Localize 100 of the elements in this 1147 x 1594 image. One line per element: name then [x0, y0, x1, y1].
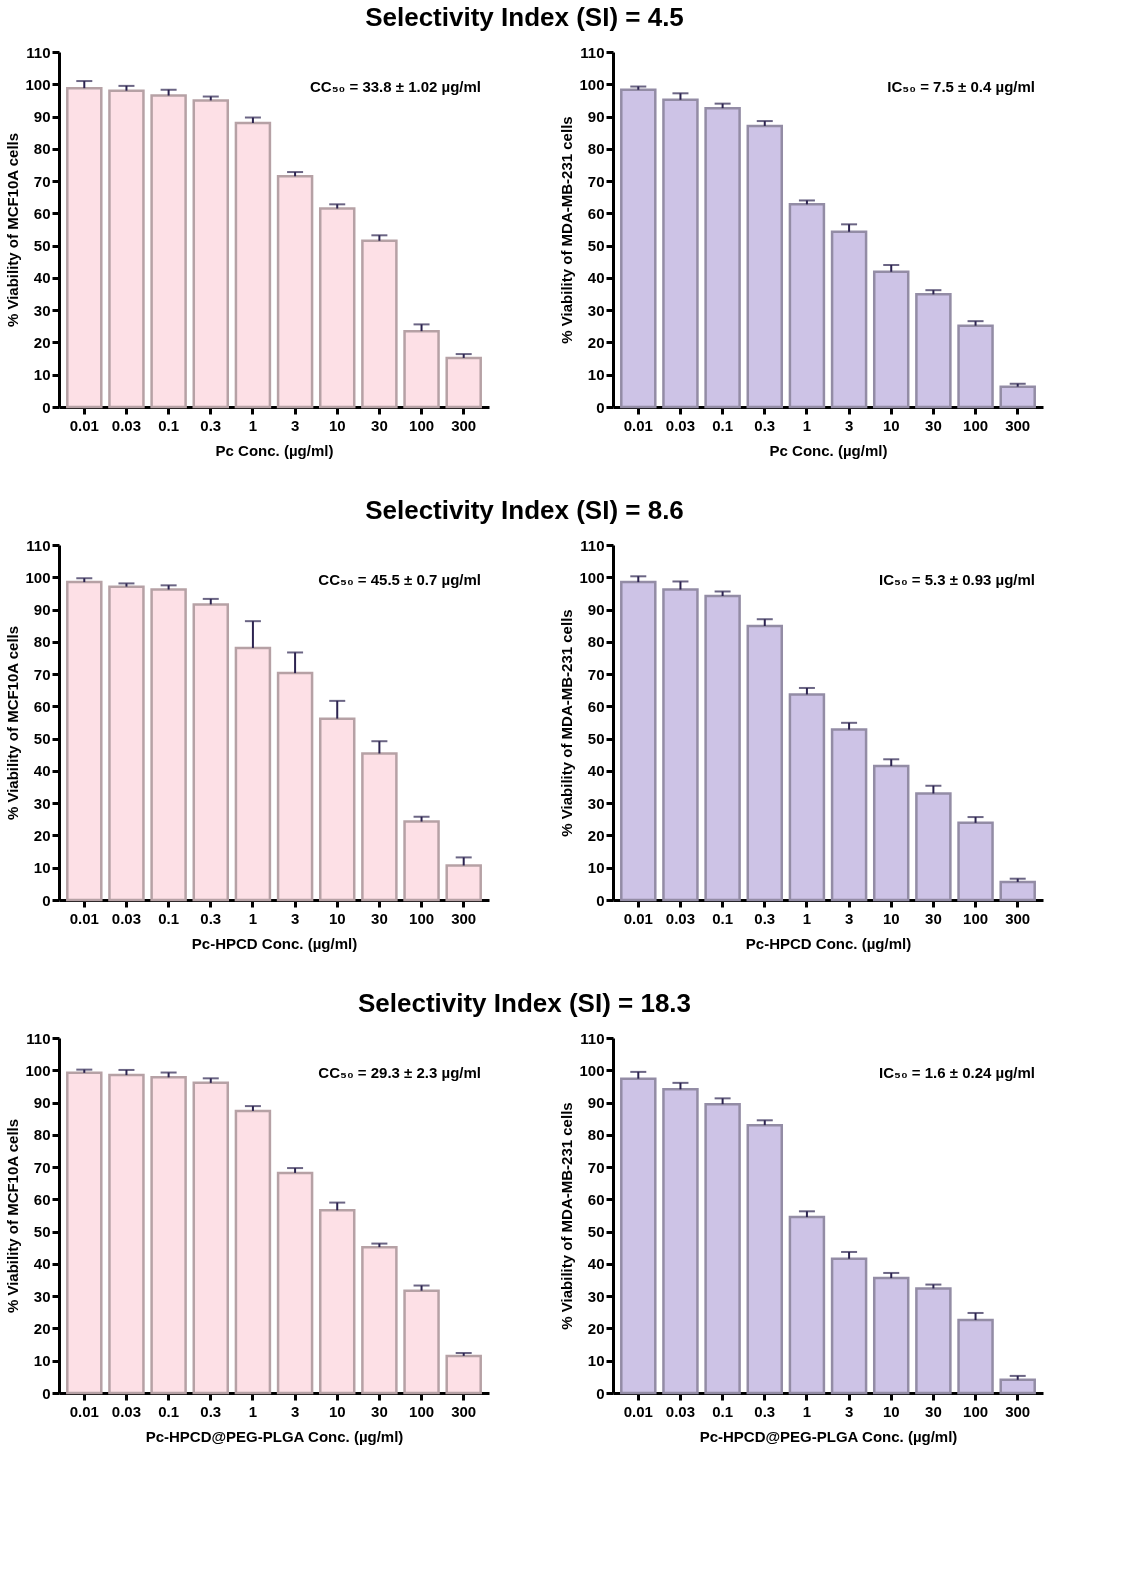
x-tick-label: 10 [328, 1402, 346, 1420]
annotation: IC₅₀ = 7.5 ± 0.4 µg/ml [887, 78, 1035, 95]
x-tick-label: 30 [925, 909, 942, 927]
bar [872, 1276, 910, 1395]
bar [999, 1378, 1036, 1395]
y-tick-label: 0 [596, 398, 605, 416]
bar [957, 821, 994, 902]
x-tick-label: 100 [409, 1402, 435, 1420]
y-tick-label: 10 [587, 1352, 605, 1370]
y-tick-label: 100 [25, 75, 51, 93]
bar [66, 580, 103, 902]
y-tick-label: 20 [587, 333, 605, 351]
y-tick-label: 60 [587, 697, 605, 715]
y-tick-label: 70 [33, 665, 51, 683]
y-tick-label: 0 [42, 398, 51, 416]
y-tick-label: 40 [33, 269, 51, 287]
bar [108, 1073, 145, 1395]
x-axis-title: Pc-HPCD@PEG-PLGA Conc. (µg/ml) [145, 1427, 404, 1445]
x-tick-label: 0.3 [200, 1402, 222, 1420]
bar [872, 270, 910, 409]
y-tick-label: 70 [587, 172, 605, 190]
x-tick-label: 0.1 [158, 416, 180, 434]
y-tick-label: 50 [33, 1223, 51, 1241]
bar [445, 864, 482, 902]
x-axis-title: Pc-HPCD@PEG-PLGA Conc. (µg/ml) [699, 1427, 958, 1445]
x-tick-label: 0.1 [158, 1402, 180, 1420]
x-tick-label: 0.3 [754, 1402, 776, 1420]
bar [620, 1077, 657, 1395]
y-tick-label: 100 [579, 568, 605, 586]
x-tick-label: 10 [328, 416, 346, 434]
x-tick-label: 0.1 [158, 909, 180, 927]
bar [872, 764, 910, 902]
y-tick-label: 30 [587, 794, 605, 812]
y-tick-label: 100 [25, 1061, 51, 1079]
bar [192, 1081, 230, 1395]
y-axis-title: % Viability of MDA-MB-231 cells [558, 116, 576, 344]
x-tick-label: 1 [802, 416, 812, 434]
y-tick-label: 40 [33, 1255, 51, 1273]
x-tick-label: 0.3 [754, 416, 776, 434]
x-tick-label: 3 [844, 416, 854, 434]
bar [150, 1076, 187, 1395]
x-tick-label: 3 [290, 416, 300, 434]
chart-title: Selectivity Index (SI) = 8.6 [365, 495, 684, 525]
x-tick-label: 0.03 [665, 909, 696, 927]
annotation: CC₅₀ = 29.3 ± 2.3 µg/ml [318, 1064, 481, 1081]
bar [234, 121, 272, 409]
bar [620, 88, 657, 409]
y-tick-label: 60 [33, 1190, 51, 1208]
x-tick-label: 100 [409, 909, 435, 927]
y-tick-label: 70 [33, 1158, 51, 1176]
y-tick-label: 40 [33, 762, 51, 780]
bar [957, 324, 994, 409]
y-axis-title: % Viability of MDA-MB-231 cells [558, 609, 576, 837]
y-tick-label: 50 [587, 237, 605, 255]
x-tick-label: 3 [844, 909, 854, 927]
y-tick-label: 0 [42, 891, 51, 909]
x-axis-title: Pc-HPCD Conc. (µg/ml) [191, 934, 358, 952]
x-tick-label: 0.01 [623, 1402, 653, 1420]
x-axis-title: Pc-HPCD Conc. (µg/ml) [745, 934, 912, 952]
bar [830, 1257, 868, 1395]
x-tick-label: 3 [290, 909, 300, 927]
x-tick-label: 0.3 [200, 416, 222, 434]
bar [704, 106, 741, 409]
x-tick-label: 3 [844, 1402, 854, 1420]
y-tick-label: 100 [579, 75, 605, 93]
annotation: CC₅₀ = 45.5 ± 0.7 µg/ml [318, 571, 481, 588]
x-tick-label: 100 [963, 1402, 989, 1420]
y-tick-label: 0 [596, 1384, 605, 1402]
x-tick-label: 0.1 [712, 909, 734, 927]
y-tick-label: 80 [33, 1126, 51, 1144]
bar [276, 671, 314, 902]
bar [403, 1289, 440, 1395]
y-tick-label: 20 [33, 826, 51, 844]
y-tick-label: 30 [33, 1287, 51, 1305]
x-tick-label: 0.01 [69, 909, 99, 927]
x-tick-label: 300 [451, 1402, 477, 1420]
bar [403, 820, 440, 902]
bar [999, 385, 1036, 409]
bar [915, 1287, 952, 1395]
y-tick-label: 80 [587, 633, 605, 651]
y-tick-label: 50 [33, 730, 51, 748]
y-axis-title: % Viability of MCF10A cells [4, 625, 22, 821]
x-tick-label: 0.3 [200, 909, 222, 927]
y-tick-label: 90 [587, 601, 605, 619]
bar [662, 588, 699, 902]
x-tick-label: 100 [963, 416, 989, 434]
bar [915, 792, 952, 902]
x-tick-label: 0.01 [69, 1402, 99, 1420]
y-tick-label: 20 [33, 333, 51, 351]
bar [318, 207, 356, 409]
bar [662, 98, 699, 409]
x-tick-label: 300 [1005, 909, 1031, 927]
y-tick-label: 50 [587, 1223, 605, 1241]
bar [746, 624, 784, 902]
bar [788, 1215, 826, 1395]
x-tick-label: 0.01 [623, 416, 653, 434]
y-tick-label: 30 [33, 794, 51, 812]
bar [788, 693, 826, 902]
x-tick-label: 10 [882, 416, 900, 434]
y-tick-label: 80 [587, 140, 605, 158]
